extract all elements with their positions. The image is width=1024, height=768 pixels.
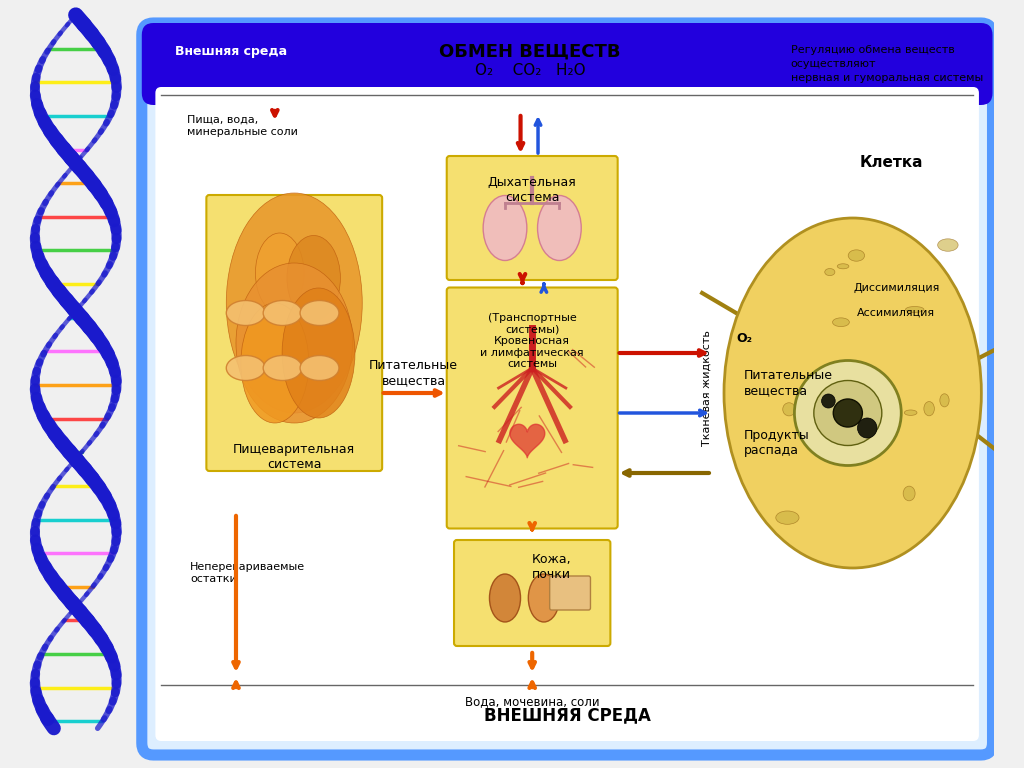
Ellipse shape	[255, 233, 304, 313]
Ellipse shape	[838, 263, 849, 269]
Ellipse shape	[489, 574, 520, 622]
Ellipse shape	[226, 356, 265, 380]
FancyBboxPatch shape	[454, 540, 610, 646]
Ellipse shape	[776, 511, 799, 525]
Text: Питательные
вещества: Питательные вещества	[743, 369, 833, 397]
FancyBboxPatch shape	[550, 576, 591, 610]
Ellipse shape	[848, 250, 864, 261]
FancyBboxPatch shape	[446, 156, 617, 280]
Text: Пища, вода,
минеральные соли: Пища, вода, минеральные соли	[187, 115, 298, 137]
Ellipse shape	[483, 196, 527, 260]
FancyBboxPatch shape	[141, 23, 992, 105]
Ellipse shape	[782, 402, 796, 416]
Text: O₂: O₂	[736, 333, 753, 346]
Ellipse shape	[940, 394, 949, 407]
Ellipse shape	[287, 236, 340, 320]
Ellipse shape	[300, 356, 339, 380]
Ellipse shape	[241, 303, 309, 423]
Ellipse shape	[811, 387, 835, 396]
Text: Тканевая жидкость: Тканевая жидкость	[702, 330, 712, 446]
Ellipse shape	[905, 306, 924, 313]
Ellipse shape	[283, 288, 355, 418]
Ellipse shape	[857, 418, 877, 438]
Text: Продукты
распада: Продукты распада	[743, 429, 810, 457]
Ellipse shape	[814, 380, 882, 445]
Text: ОБМЕН ВЕЩЕСТВ: ОБМЕН ВЕЩЕСТВ	[439, 43, 621, 61]
Ellipse shape	[226, 193, 362, 413]
Text: O₂    CO₂   H₂O: O₂ CO₂ H₂O	[474, 63, 586, 78]
Text: Вода, мочевина, соли: Вода, мочевина, соли	[465, 695, 599, 708]
Ellipse shape	[528, 574, 559, 622]
FancyBboxPatch shape	[141, 23, 992, 755]
Ellipse shape	[938, 239, 958, 251]
Text: Ассимиляция: Ассимиляция	[857, 308, 936, 318]
Text: Клетка: Клетка	[860, 155, 924, 170]
FancyBboxPatch shape	[156, 87, 979, 741]
Text: Внешняя среда: Внешняя среда	[175, 45, 287, 58]
Ellipse shape	[263, 356, 302, 380]
Text: Пищеварительная
система: Пищеварительная система	[233, 443, 355, 471]
Ellipse shape	[226, 300, 265, 326]
Bar	[154, 78, 981, 93]
Text: ВНЕШНЯЯ СРЕДА: ВНЕШНЯЯ СРЕДА	[483, 706, 650, 724]
Ellipse shape	[263, 300, 302, 326]
Ellipse shape	[833, 318, 849, 326]
Text: Неперевариваемые
остатки: Неперевариваемые остатки	[190, 562, 305, 584]
Ellipse shape	[538, 196, 582, 260]
Polygon shape	[510, 424, 545, 458]
Ellipse shape	[724, 218, 981, 568]
FancyBboxPatch shape	[446, 287, 617, 528]
Text: Кожа,
почки: Кожа, почки	[531, 553, 571, 581]
Ellipse shape	[872, 387, 894, 392]
Ellipse shape	[795, 360, 901, 465]
Ellipse shape	[924, 402, 934, 415]
Text: Питательные
вещества: Питательные вещества	[370, 359, 458, 387]
Ellipse shape	[300, 300, 339, 326]
Ellipse shape	[904, 410, 916, 415]
Ellipse shape	[823, 455, 845, 461]
Text: Регуляцию обмена веществ
осуществляют
нервная и гуморальная системы: Регуляцию обмена веществ осуществляют не…	[791, 45, 983, 83]
Text: (Транспортные
системы)
Кровеносная
и лимфатическая
системы: (Транспортные системы) Кровеносная и лим…	[480, 313, 584, 369]
Ellipse shape	[821, 394, 836, 408]
FancyBboxPatch shape	[207, 195, 382, 471]
Text: Дыхательная
система: Дыхательная система	[487, 176, 577, 204]
Ellipse shape	[834, 399, 862, 427]
Ellipse shape	[903, 486, 915, 501]
Ellipse shape	[824, 269, 835, 276]
Text: Диссимиляция: Диссимиляция	[853, 283, 940, 293]
Ellipse shape	[236, 263, 352, 423]
